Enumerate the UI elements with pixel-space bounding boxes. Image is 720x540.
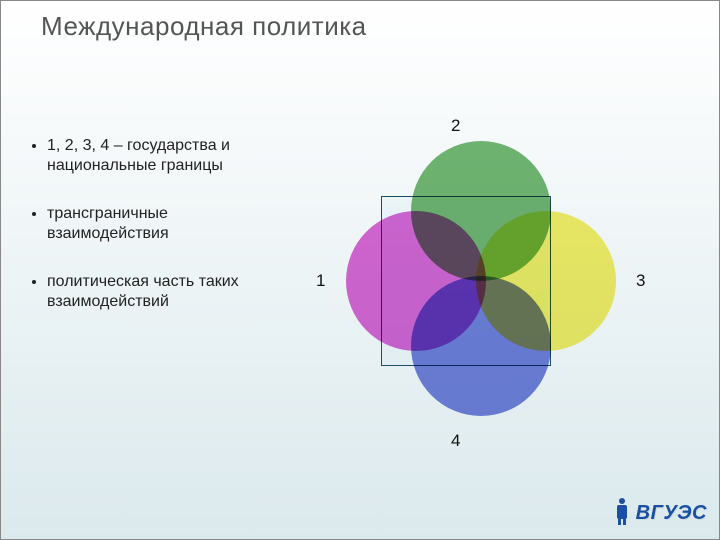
list-item: политическая часть таких взаимодействий <box>47 272 269 312</box>
label-3: 3 <box>636 271 645 291</box>
page-title: Международная политика <box>41 11 367 42</box>
logo-figure-icon <box>612 496 632 531</box>
slide: Международная политика 1, 2, 3, 4 – госу… <box>0 0 720 540</box>
list-item: 1, 2, 3, 4 – государства и национальные … <box>47 136 269 176</box>
label-4: 4 <box>451 431 460 451</box>
bullet-list: 1, 2, 3, 4 – государства и национальные … <box>29 136 269 340</box>
logo: ВГУЭС <box>612 496 707 531</box>
label-2: 2 <box>451 116 460 136</box>
list-item: трансграничные взаимодействия <box>47 204 269 244</box>
label-1: 1 <box>316 271 325 291</box>
logo-text: ВГУЭС <box>636 502 707 525</box>
circle-1 <box>346 211 486 351</box>
